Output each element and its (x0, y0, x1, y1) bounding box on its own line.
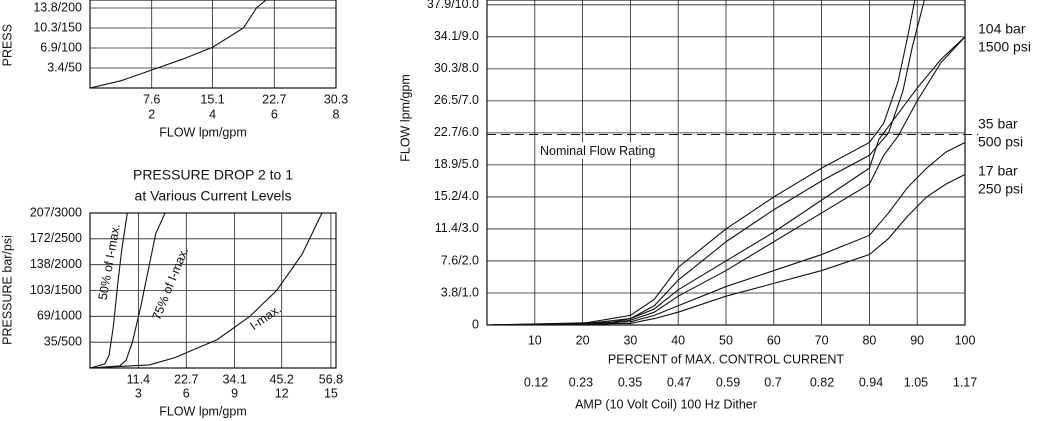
x-axis-label: FLOW lpm/gpm (159, 404, 247, 418)
x-tick-label: 34.1 (222, 372, 246, 386)
x-tick-label: 80 (862, 333, 876, 347)
x-tick-label: 45.2 (270, 372, 294, 386)
x2-tick-label: 0.35 (618, 375, 642, 389)
y-tick-label: 35/500 (44, 334, 82, 348)
x-tick-label-secondary: 15 (324, 386, 338, 400)
plot-frame (89, 212, 337, 369)
y-tick-label: 26.5/7.0 (434, 93, 479, 107)
x-axis-label: PERCENT of MAX. CONTROL CURRENT (608, 352, 845, 366)
pressure-label: 250 psi (978, 181, 1023, 197)
x-tick-label: 22.7 (262, 92, 286, 106)
x2-tick-label: 0.23 (569, 375, 593, 389)
x2-tick-label: 0.47 (667, 375, 691, 389)
curve-label: 50% of I-max. (96, 223, 123, 301)
x-tick-label-secondary: 6 (183, 386, 190, 400)
y-tick-label: 7.6/2.0 (441, 253, 479, 267)
y-axis-label: PRESS (0, 24, 14, 66)
x2-tick-label: 1.17 (953, 375, 977, 389)
plot-frame (89, 0, 337, 89)
y-tick-label: 103/1500 (30, 283, 82, 297)
x-tick-label: 90 (910, 333, 924, 347)
x-tick-label: 10 (528, 333, 542, 347)
y-tick-label: 207/3000 (30, 205, 82, 219)
x-tick-label: 22.7 (174, 372, 198, 386)
y-tick-label: 3.4/50 (47, 60, 82, 74)
x-tick-label: 100 (955, 333, 976, 347)
x-tick-label-secondary: 9 (231, 386, 238, 400)
pressure-label: 104 bar (978, 21, 1026, 37)
curve (486, 174, 966, 326)
curve (89, 0, 267, 89)
x-tick-label: 60 (767, 333, 781, 347)
y-tick-label: 13.8/200 (33, 0, 82, 14)
x-tick-label: 70 (815, 333, 829, 347)
x2-tick-label: 1.05 (904, 375, 928, 389)
x2-tick-label: 0.12 (524, 375, 548, 389)
x-tick-label-secondary: 3 (135, 386, 142, 400)
x2-tick-label: 0.94 (859, 375, 883, 389)
y-tick-label: 22.7/6.0 (434, 125, 479, 139)
chart-subtitle: at Various Current Levels (135, 188, 292, 204)
x-tick-label-secondary: 8 (333, 107, 340, 121)
chart-title: PRESSURE DROP 2 to 1 (133, 167, 293, 183)
curve-label: 75% of I-max. (149, 245, 191, 322)
x2-tick-label: 0.59 (716, 375, 740, 389)
curve (89, 212, 128, 369)
plot-frame (486, 0, 966, 326)
x2-tick-label: 0.82 (810, 375, 834, 389)
y-tick-label: 3.8/1.0 (441, 285, 479, 299)
x-tick-label: 7.6 (143, 92, 160, 106)
y-tick-label: 34.1/9.0 (434, 29, 479, 43)
y-tick-label: 10.3/150 (33, 20, 82, 34)
x-tick-label: 11.4 (127, 372, 150, 386)
y-tick-label: 37.9/10.0 (427, 0, 479, 11)
reference-label-bg (536, 142, 676, 159)
y-tick-label: 6.9/100 (40, 40, 82, 54)
y-axis-label: FLOW lpm/gpm (398, 74, 412, 162)
x-tick-label: 30.3 (324, 92, 348, 106)
x-tick-label-secondary: 6 (271, 107, 278, 121)
curve (89, 212, 323, 369)
y-tick-label: 30.3/8.0 (434, 61, 479, 75)
x-axis-label: FLOW lpm/gpm (159, 125, 247, 139)
y-tick-label: 15.2/4.0 (434, 189, 479, 203)
pressure-label: 500 psi (978, 134, 1023, 150)
x-tick-label: 56.8 (319, 372, 343, 386)
curve (89, 212, 166, 369)
x-tick-label: 50 (719, 333, 733, 347)
y-tick-label: 138/2000 (30, 257, 82, 271)
x2-axis-label: AMP (10 Volt Coil) 100 Hz Dither (575, 397, 757, 411)
x2-tick-label: 0.7 (764, 375, 781, 389)
y-tick-label: 69/1000 (37, 309, 82, 323)
y-tick-label: 18.9/5.0 (434, 157, 479, 171)
x-tick-label: 20 (576, 333, 590, 347)
curve (486, 36, 966, 326)
pressure-label: 17 bar (978, 163, 1018, 179)
y-axis-label: PRESSURE bar/psi (0, 235, 14, 345)
x-tick-label-secondary: 4 (209, 107, 216, 121)
curve-label: I-max. (247, 302, 283, 333)
y-tick-label: 172/2500 (30, 231, 82, 245)
x-tick-label: 30 (623, 333, 637, 347)
pressure-label: 35 bar (978, 116, 1018, 132)
curve (486, 0, 925, 326)
x-tick-label-secondary: 2 (148, 107, 155, 121)
y-tick-label: 11.4/3.0 (435, 221, 479, 235)
x-tick-label: 15.1 (200, 92, 224, 106)
curve (486, 141, 966, 326)
pressure-label: 1500 psi (978, 39, 1031, 55)
curve (486, 0, 916, 326)
reference-label: Nominal Flow Rating (540, 144, 655, 158)
x-tick-label-secondary: 12 (275, 386, 289, 400)
x-tick-label: 40 (671, 333, 685, 347)
curve (486, 36, 966, 326)
y-tick-label: 0 (472, 317, 479, 331)
